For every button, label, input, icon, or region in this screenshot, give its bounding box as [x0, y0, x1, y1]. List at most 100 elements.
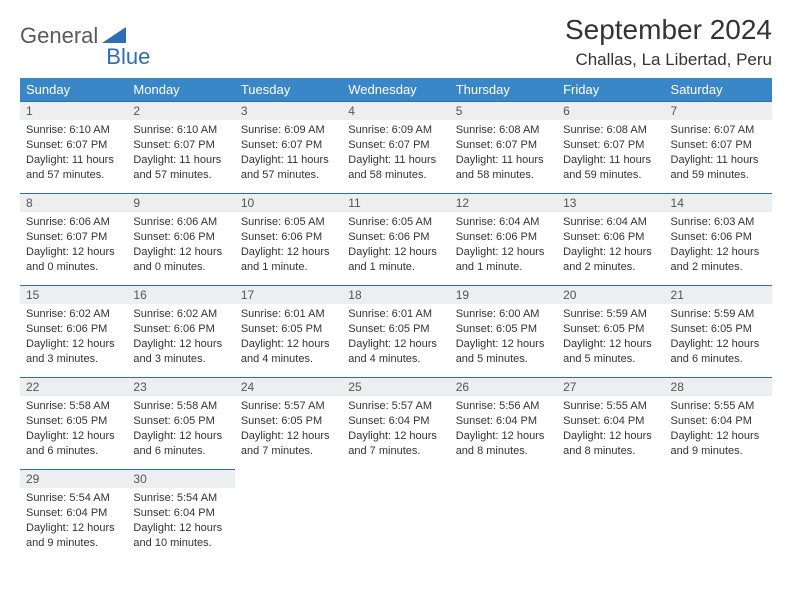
calendar-cell: 23Sunrise: 5:58 AMSunset: 6:05 PMDayligh… — [127, 377, 234, 469]
day-body: Sunrise: 5:56 AMSunset: 6:04 PMDaylight:… — [450, 396, 557, 464]
daylight-line: Daylight: 12 hours and 0 minutes. — [133, 245, 228, 275]
calendar-cell: 25Sunrise: 5:57 AMSunset: 6:04 PMDayligh… — [342, 377, 449, 469]
daylight-line: Daylight: 12 hours and 6 minutes. — [26, 429, 121, 459]
day-number: 16 — [127, 285, 234, 304]
daylight-line: Daylight: 12 hours and 4 minutes. — [241, 337, 336, 367]
daylight-line: Daylight: 12 hours and 3 minutes. — [133, 337, 228, 367]
calendar-cell: 30Sunrise: 5:54 AMSunset: 6:04 PMDayligh… — [127, 469, 234, 561]
calendar-cell: 28Sunrise: 5:55 AMSunset: 6:04 PMDayligh… — [665, 377, 772, 469]
sunset-line: Sunset: 6:06 PM — [241, 230, 336, 245]
header: General Blue September 2024 Challas, La … — [20, 14, 772, 70]
calendar-table: Sunday Monday Tuesday Wednesday Thursday… — [20, 78, 772, 561]
sunrise-line: Sunrise: 5:54 AM — [133, 491, 228, 506]
calendar-cell: 1Sunrise: 6:10 AMSunset: 6:07 PMDaylight… — [20, 101, 127, 193]
day-number: 28 — [665, 377, 772, 396]
calendar-cell: 5Sunrise: 6:08 AMSunset: 6:07 PMDaylight… — [450, 101, 557, 193]
day-body: Sunrise: 6:03 AMSunset: 6:06 PMDaylight:… — [665, 212, 772, 280]
sunrise-line: Sunrise: 6:01 AM — [241, 307, 336, 322]
sunrise-line: Sunrise: 5:59 AM — [671, 307, 766, 322]
weekday-header: Wednesday — [342, 78, 449, 101]
title-block: September 2024 Challas, La Libertad, Per… — [565, 14, 772, 70]
daylight-line: Daylight: 12 hours and 1 minute. — [348, 245, 443, 275]
day-body: Sunrise: 5:57 AMSunset: 6:05 PMDaylight:… — [235, 396, 342, 464]
day-body: Sunrise: 6:04 AMSunset: 6:06 PMDaylight:… — [450, 212, 557, 280]
weekday-header: Monday — [127, 78, 234, 101]
logo-general: General — [20, 23, 98, 49]
day-number: 4 — [342, 101, 449, 120]
sunrise-line: Sunrise: 6:05 AM — [348, 215, 443, 230]
sunrise-line: Sunrise: 6:10 AM — [26, 123, 121, 138]
sunset-line: Sunset: 6:06 PM — [348, 230, 443, 245]
calendar-cell: 10Sunrise: 6:05 AMSunset: 6:06 PMDayligh… — [235, 193, 342, 285]
day-body: Sunrise: 6:08 AMSunset: 6:07 PMDaylight:… — [450, 120, 557, 188]
day-body: Sunrise: 5:59 AMSunset: 6:05 PMDaylight:… — [665, 304, 772, 372]
sunset-line: Sunset: 6:07 PM — [563, 138, 658, 153]
sunrise-line: Sunrise: 6:10 AM — [133, 123, 228, 138]
calendar-cell — [450, 469, 557, 561]
calendar-cell: 11Sunrise: 6:05 AMSunset: 6:06 PMDayligh… — [342, 193, 449, 285]
weekday-header: Friday — [557, 78, 664, 101]
daylight-line: Daylight: 11 hours and 57 minutes. — [241, 153, 336, 183]
calendar-cell: 6Sunrise: 6:08 AMSunset: 6:07 PMDaylight… — [557, 101, 664, 193]
sunrise-line: Sunrise: 6:09 AM — [241, 123, 336, 138]
sunset-line: Sunset: 6:05 PM — [26, 414, 121, 429]
day-number: 29 — [20, 469, 127, 488]
sunset-line: Sunset: 6:07 PM — [456, 138, 551, 153]
day-body: Sunrise: 5:55 AMSunset: 6:04 PMDaylight:… — [665, 396, 772, 464]
sunset-line: Sunset: 6:05 PM — [241, 414, 336, 429]
sunrise-line: Sunrise: 5:57 AM — [348, 399, 443, 414]
daylight-line: Daylight: 11 hours and 59 minutes. — [671, 153, 766, 183]
calendar-cell: 4Sunrise: 6:09 AMSunset: 6:07 PMDaylight… — [342, 101, 449, 193]
day-number: 10 — [235, 193, 342, 212]
calendar-cell: 18Sunrise: 6:01 AMSunset: 6:05 PMDayligh… — [342, 285, 449, 377]
day-body: Sunrise: 6:06 AMSunset: 6:07 PMDaylight:… — [20, 212, 127, 280]
daylight-line: Daylight: 12 hours and 3 minutes. — [26, 337, 121, 367]
daylight-line: Daylight: 12 hours and 8 minutes. — [456, 429, 551, 459]
calendar-cell: 20Sunrise: 5:59 AMSunset: 6:05 PMDayligh… — [557, 285, 664, 377]
daylight-line: Daylight: 12 hours and 5 minutes. — [563, 337, 658, 367]
sunrise-line: Sunrise: 6:02 AM — [26, 307, 121, 322]
sunrise-line: Sunrise: 5:59 AM — [563, 307, 658, 322]
sunrise-line: Sunrise: 6:01 AM — [348, 307, 443, 322]
calendar-cell: 8Sunrise: 6:06 AMSunset: 6:07 PMDaylight… — [20, 193, 127, 285]
day-body: Sunrise: 6:01 AMSunset: 6:05 PMDaylight:… — [342, 304, 449, 372]
calendar-cell: 14Sunrise: 6:03 AMSunset: 6:06 PMDayligh… — [665, 193, 772, 285]
weekday-header: Thursday — [450, 78, 557, 101]
sunrise-line: Sunrise: 6:06 AM — [133, 215, 228, 230]
day-number: 20 — [557, 285, 664, 304]
sunrise-line: Sunrise: 6:09 AM — [348, 123, 443, 138]
sunset-line: Sunset: 6:04 PM — [26, 506, 121, 521]
day-body: Sunrise: 6:04 AMSunset: 6:06 PMDaylight:… — [557, 212, 664, 280]
day-number: 8 — [20, 193, 127, 212]
daylight-line: Daylight: 12 hours and 6 minutes. — [671, 337, 766, 367]
calendar-cell: 7Sunrise: 6:07 AMSunset: 6:07 PMDaylight… — [665, 101, 772, 193]
day-body: Sunrise: 6:05 AMSunset: 6:06 PMDaylight:… — [342, 212, 449, 280]
weekday-header: Saturday — [665, 78, 772, 101]
day-body: Sunrise: 6:06 AMSunset: 6:06 PMDaylight:… — [127, 212, 234, 280]
sunset-line: Sunset: 6:07 PM — [26, 138, 121, 153]
daylight-line: Daylight: 12 hours and 4 minutes. — [348, 337, 443, 367]
day-number: 14 — [665, 193, 772, 212]
calendar-row: 22Sunrise: 5:58 AMSunset: 6:05 PMDayligh… — [20, 377, 772, 469]
sunset-line: Sunset: 6:07 PM — [241, 138, 336, 153]
calendar-cell: 12Sunrise: 6:04 AMSunset: 6:06 PMDayligh… — [450, 193, 557, 285]
logo: General Blue — [20, 14, 150, 58]
day-body: Sunrise: 6:07 AMSunset: 6:07 PMDaylight:… — [665, 120, 772, 188]
day-body: Sunrise: 6:09 AMSunset: 6:07 PMDaylight:… — [235, 120, 342, 188]
calendar-cell: 27Sunrise: 5:55 AMSunset: 6:04 PMDayligh… — [557, 377, 664, 469]
day-body: Sunrise: 5:54 AMSunset: 6:04 PMDaylight:… — [127, 488, 234, 556]
day-body: Sunrise: 5:58 AMSunset: 6:05 PMDaylight:… — [127, 396, 234, 464]
day-body: Sunrise: 6:08 AMSunset: 6:07 PMDaylight:… — [557, 120, 664, 188]
day-body: Sunrise: 6:05 AMSunset: 6:06 PMDaylight:… — [235, 212, 342, 280]
logo-blue: Blue — [106, 44, 150, 70]
calendar-row: 15Sunrise: 6:02 AMSunset: 6:06 PMDayligh… — [20, 285, 772, 377]
sunrise-line: Sunrise: 6:04 AM — [456, 215, 551, 230]
daylight-line: Daylight: 11 hours and 58 minutes. — [348, 153, 443, 183]
calendar-cell: 29Sunrise: 5:54 AMSunset: 6:04 PMDayligh… — [20, 469, 127, 561]
day-body: Sunrise: 5:55 AMSunset: 6:04 PMDaylight:… — [557, 396, 664, 464]
day-number: 19 — [450, 285, 557, 304]
calendar-cell: 9Sunrise: 6:06 AMSunset: 6:06 PMDaylight… — [127, 193, 234, 285]
day-number: 2 — [127, 101, 234, 120]
daylight-line: Daylight: 11 hours and 57 minutes. — [26, 153, 121, 183]
daylight-line: Daylight: 12 hours and 7 minutes. — [348, 429, 443, 459]
